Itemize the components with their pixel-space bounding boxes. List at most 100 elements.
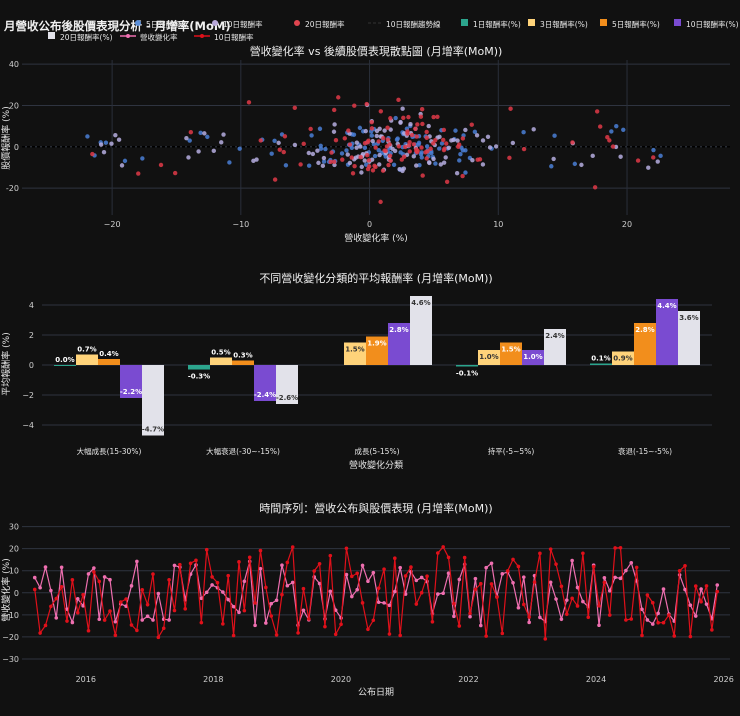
bar [232, 360, 254, 365]
series-point [495, 595, 499, 599]
legend-square-icon [528, 19, 535, 26]
series-point [145, 602, 150, 607]
legend-item: 10日報酬率 [194, 32, 254, 42]
series-point [699, 599, 703, 604]
bar-value-label: 2.8% [635, 326, 654, 334]
series-point [543, 637, 548, 641]
scatter-point [376, 139, 381, 144]
series-point [715, 583, 720, 587]
scatter-point [485, 134, 491, 139]
series-point [269, 614, 274, 618]
scatter-point [651, 155, 656, 160]
series-point [516, 564, 521, 569]
series-point [86, 628, 91, 633]
bar-value-label: 0.0% [55, 356, 74, 364]
scatter-point [605, 135, 610, 140]
scatter-point [399, 157, 405, 162]
bar-value-label: -4.7% [142, 426, 164, 434]
bar-value-label: -0.1% [456, 370, 478, 378]
scatter-point [283, 163, 289, 168]
scatter-point [276, 140, 281, 146]
scatter-point [424, 135, 429, 140]
scatter-point [439, 141, 445, 146]
legend-label: 10日報酬率(%) [686, 19, 739, 29]
series-point [489, 582, 494, 586]
series-point [548, 580, 553, 585]
scatter-point [438, 162, 443, 167]
scatter-point [388, 116, 393, 121]
scatter-point [351, 132, 357, 137]
scatter-point [386, 162, 391, 168]
scatter-xlabel: 營收變化率 (%) [344, 232, 407, 244]
scatter-point [352, 163, 357, 169]
x-tick-label: −20 [104, 220, 121, 229]
series-point [677, 569, 682, 573]
scatter-point [269, 151, 274, 156]
scatter-point [424, 144, 430, 149]
scatter-point [463, 170, 468, 175]
scatter-point [419, 106, 425, 112]
timeseries-ylabel: 營收變化率 (%) [0, 558, 12, 621]
bar-value-label: 2.8% [389, 326, 408, 334]
bar-value-label: 0.5% [211, 349, 230, 357]
bar-value-label: 1.0% [523, 353, 542, 361]
series-point [333, 608, 338, 612]
scatter-point [475, 157, 480, 162]
series-point [554, 562, 558, 566]
y-tick-label: −30 [2, 655, 19, 664]
bar-value-label: 0.1% [591, 355, 610, 363]
scatter-point [401, 115, 406, 120]
series-point [280, 592, 284, 597]
series-point [167, 577, 171, 582]
series-point [108, 577, 112, 582]
series-point [161, 626, 166, 631]
scatter-point [320, 163, 326, 169]
y-tick-label: 0 [14, 589, 19, 598]
series-point [441, 591, 445, 596]
scatter-point [136, 171, 141, 176]
series-point [629, 560, 634, 565]
series-point [473, 576, 478, 581]
scatter-point [387, 153, 393, 159]
legend-square-icon [48, 32, 55, 39]
series-point [409, 565, 413, 569]
series-point [140, 587, 145, 592]
series-point [65, 619, 69, 623]
scatter-point [383, 148, 388, 154]
scatter-point [381, 136, 386, 141]
scatter-point [349, 155, 354, 160]
scatter-point [424, 156, 429, 161]
scatter-point [408, 121, 413, 127]
legend-label: 3日報酬率(%) [540, 19, 588, 29]
legend-item: 10日報酬率 [212, 19, 263, 29]
scatter-point [369, 126, 375, 131]
scatter-point [354, 140, 360, 145]
scatter-point [277, 147, 282, 152]
scatter-point [329, 150, 334, 155]
series-point [710, 628, 714, 632]
scatter-point [378, 109, 384, 114]
bar-value-label: 1.9% [367, 340, 386, 348]
scatter-point [350, 171, 356, 176]
series-point [194, 558, 198, 563]
series-point [274, 598, 279, 603]
page-title: 月營收公布後股價表現分析 - 月增率(MoM) [3, 19, 231, 33]
series-point [693, 614, 698, 618]
scatter-point [414, 134, 419, 139]
scatter-point [373, 145, 378, 150]
series-point [296, 631, 300, 635]
y-tick-label: 4 [29, 301, 34, 310]
series-point [242, 579, 247, 584]
scatter-point [196, 149, 201, 154]
scatter-point [378, 199, 383, 205]
series-point [683, 587, 687, 592]
scatter-point [402, 131, 407, 136]
series-point [156, 591, 161, 596]
series-point [667, 613, 671, 617]
legend-label: 5日報酬率 [146, 19, 181, 29]
legend-item: 10日報酬率(%) [674, 19, 739, 29]
y-tick-label: −4 [22, 421, 34, 430]
scatter-point [444, 179, 450, 184]
scatter-point [572, 161, 578, 167]
